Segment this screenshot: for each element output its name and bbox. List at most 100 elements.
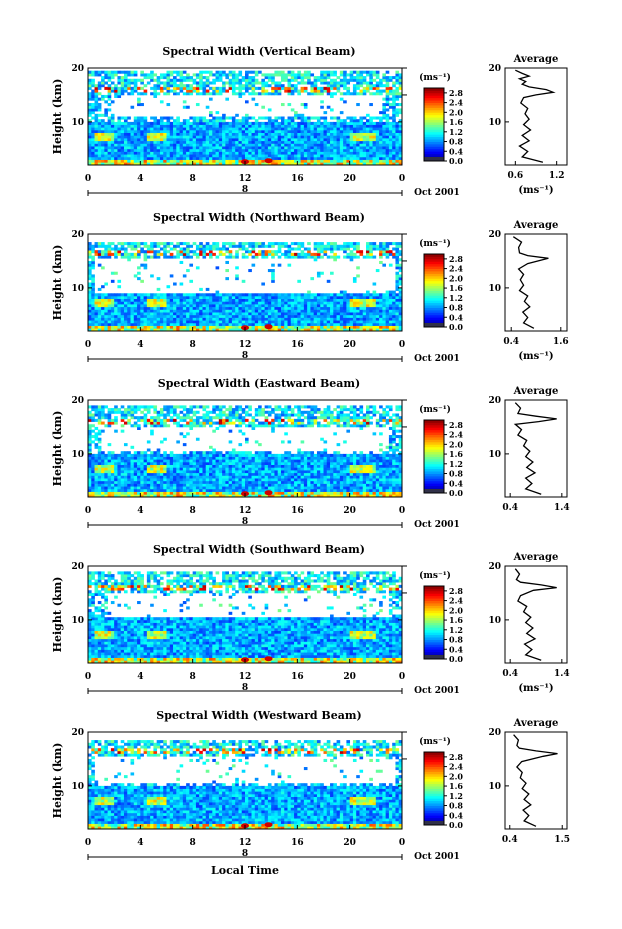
heatmap-cell <box>153 73 158 77</box>
heatmap-cell <box>251 293 256 297</box>
heatmap-cell <box>110 456 115 460</box>
heatmap-cell <box>277 250 282 254</box>
heatmap-cell <box>146 295 151 300</box>
heatmap-cell <box>297 255 301 259</box>
colorbar-segment <box>424 273 444 277</box>
heatmap-cell <box>110 148 115 152</box>
heatmap-cell <box>307 70 311 74</box>
heatmap-cell <box>326 148 331 152</box>
heatmap-cell <box>395 260 400 264</box>
heatmap-cell <box>375 86 380 90</box>
heatmap-cell <box>316 242 321 246</box>
heatmap-cell <box>228 121 233 125</box>
heatmap-cell <box>205 151 210 155</box>
heatmap-cell <box>248 301 252 305</box>
heatmap-cell <box>320 154 324 158</box>
heatmap-cell <box>313 148 318 152</box>
heatmap-cell <box>91 135 95 139</box>
heatmap-cell <box>222 322 226 326</box>
heatmap-cell <box>205 314 210 318</box>
heatmap-cell <box>150 328 154 332</box>
heatmap-cell <box>130 148 135 152</box>
heatmap-cell <box>258 295 262 300</box>
heatmap-cell <box>150 432 154 436</box>
heatmap-cell <box>133 467 138 471</box>
heatmap-cell <box>101 306 105 310</box>
heatmap-cell <box>146 156 151 160</box>
heatmap-cell <box>258 162 262 166</box>
heatmap-cell <box>186 250 190 254</box>
heatmap-cell <box>166 148 171 152</box>
heatmap-cell <box>179 143 184 147</box>
heatmap-cell <box>382 325 386 329</box>
heatmap-cell <box>303 129 308 134</box>
heatmap-cell <box>97 480 102 484</box>
heatmap-cell <box>303 132 308 136</box>
heatmap-cell <box>310 154 315 158</box>
heatmap-cell <box>195 162 200 166</box>
heatmap-cell <box>241 127 246 131</box>
heatmap-cell <box>352 244 357 248</box>
heatmap-cell <box>182 325 187 329</box>
heatmap-cell <box>117 320 122 324</box>
heatmap-cell <box>362 127 367 131</box>
heatmap-cell <box>195 119 200 123</box>
heatmap-cell <box>280 151 285 155</box>
heatmap-cell <box>271 73 275 77</box>
heatmap-cell <box>137 92 141 96</box>
heatmap-cell <box>362 76 367 80</box>
heatmap-cell <box>159 140 164 144</box>
heatmap-cell <box>241 121 246 125</box>
heatmap-cell <box>330 78 334 82</box>
heatmap-cell <box>343 301 347 305</box>
heatmap-cell <box>117 410 122 414</box>
heatmap-cell <box>320 159 324 163</box>
colorbar-segment <box>424 290 444 294</box>
heatmap-cell <box>313 154 318 158</box>
heatmap-cell <box>320 312 324 316</box>
heatmap-cell <box>123 78 128 82</box>
heatmap-cell <box>375 89 380 93</box>
heatmap-cell <box>382 143 386 147</box>
heatmap-cell <box>146 293 151 297</box>
heatmap-cell <box>346 322 351 326</box>
heatmap-cell <box>280 320 285 324</box>
heatmap-cell <box>294 306 298 310</box>
heatmap-cell <box>150 73 154 77</box>
heatmap-cell <box>303 162 308 166</box>
heatmap-cell <box>254 70 259 74</box>
heatmap-cell <box>159 100 164 104</box>
heatmap-cell <box>186 135 190 139</box>
heatmap-cell <box>395 89 400 93</box>
heatmap-cell <box>107 456 112 460</box>
heatmap-cell <box>254 244 259 248</box>
heatmap-cell <box>101 135 105 139</box>
heatmap-cell <box>245 78 249 82</box>
heatmap-cell <box>88 252 92 256</box>
heatmap-cell <box>339 159 344 163</box>
heatmap-cell <box>110 81 115 85</box>
heatmap-cell <box>375 154 380 158</box>
heatmap-cell <box>137 143 141 147</box>
heatmap-cell <box>349 119 354 123</box>
heatmap-cell <box>343 250 347 254</box>
heatmap-cell <box>97 453 102 457</box>
heatmap-cell <box>205 325 210 329</box>
heatmap-cell <box>222 127 226 131</box>
heatmap-cell <box>372 154 377 158</box>
heatmap-cell <box>271 279 275 283</box>
heatmap-cell <box>313 84 318 88</box>
heatmap-cell <box>303 73 308 77</box>
heatmap-cell <box>150 429 154 433</box>
heatmap-cell <box>205 76 210 80</box>
heatmap-cell <box>159 312 164 316</box>
heatmap-cell <box>97 73 102 77</box>
heatmap-cell <box>362 325 367 329</box>
heatmap-cell <box>133 295 138 300</box>
heatmap-cell <box>91 124 95 128</box>
heatmap-cell <box>104 252 108 256</box>
heatmap-cell <box>238 242 243 246</box>
heatmap-cell <box>205 252 210 256</box>
heatmap-cell <box>110 293 115 297</box>
heatmap-cell <box>179 129 184 134</box>
